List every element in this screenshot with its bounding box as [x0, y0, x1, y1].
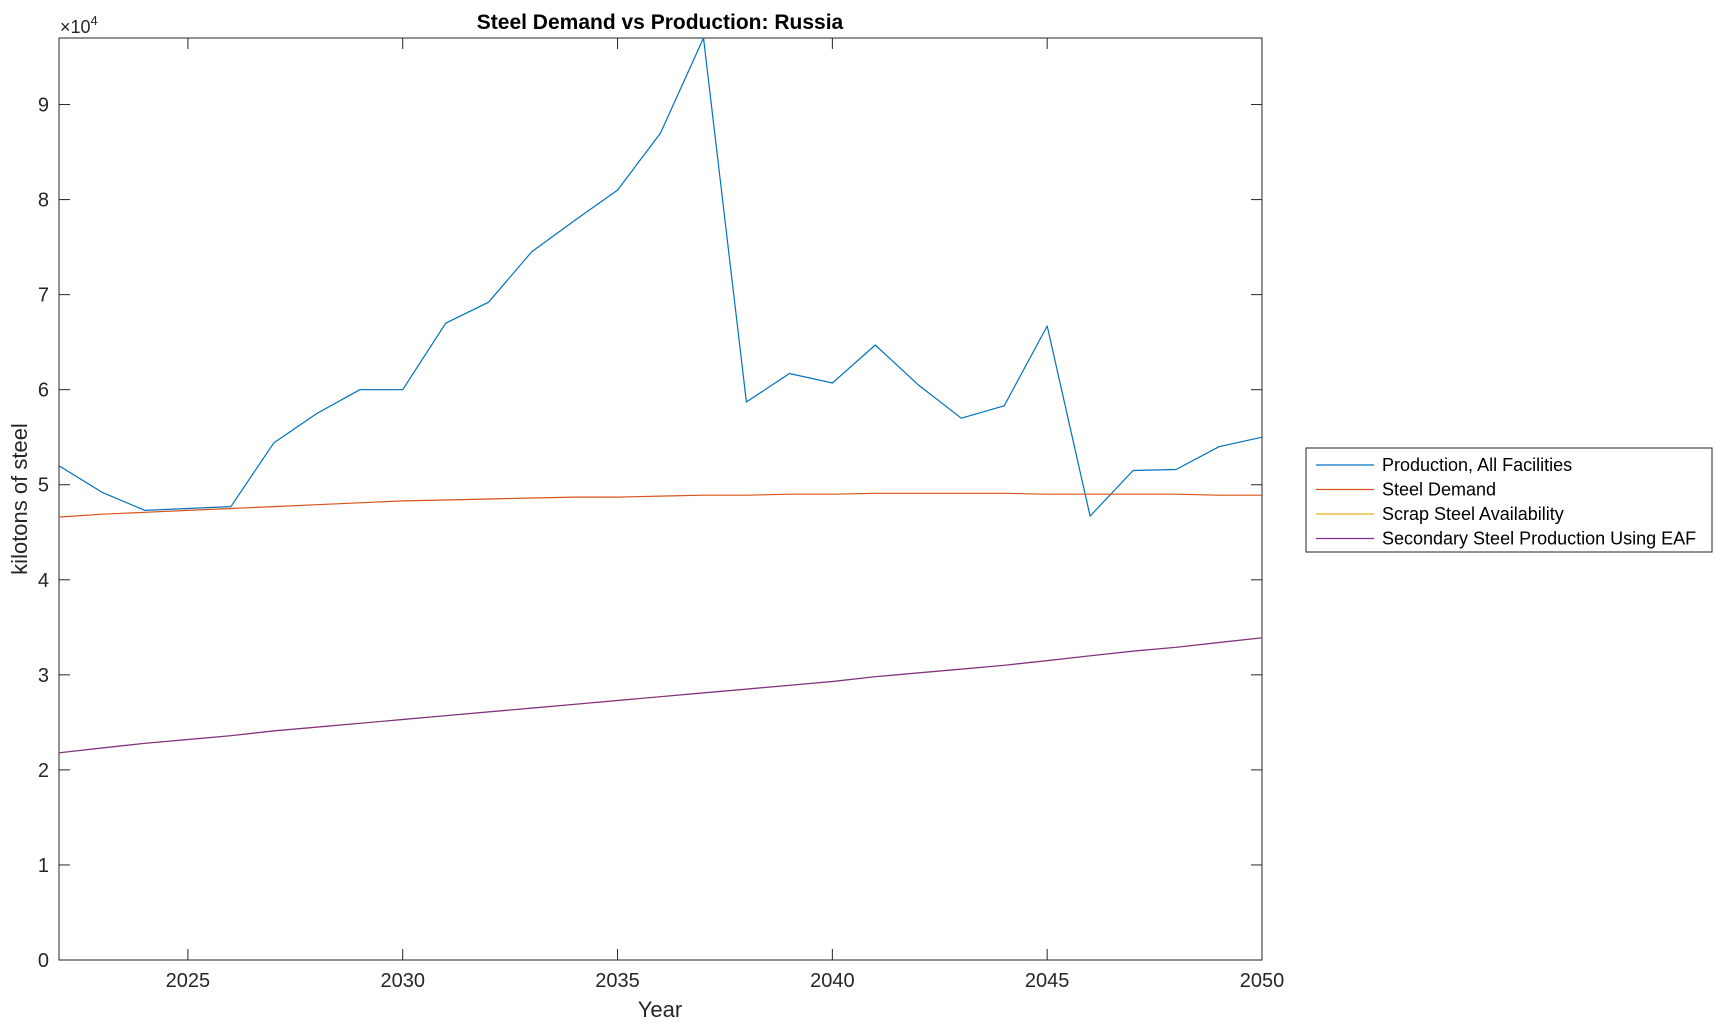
series-line-3 [58, 637, 1263, 754]
y-tick-label: 0 [38, 950, 49, 972]
x-tick-label: 2050 [1240, 970, 1285, 992]
y-tick-label: 3 [38, 665, 49, 687]
series-line-1 [58, 492, 1262, 518]
plot-area [58, 37, 1263, 961]
y-exponent-base: ×10 [60, 17, 91, 37]
y-tick-label: 5 [38, 475, 49, 497]
y-exponent-label: ×104 [60, 13, 98, 37]
series-lines [58, 37, 1263, 754]
x-tick-label: 2025 [166, 970, 211, 992]
x-tick-label: 2045 [1025, 970, 1070, 992]
legend-label: Scrap Steel Availability [1382, 504, 1564, 524]
x-axis: 2025 2030 2035 2040 2045 2050 [166, 38, 1285, 992]
y-axis: 0 1 2 3 4 5 6 7 8 9 [38, 95, 1262, 972]
y-tick-label: 4 [38, 570, 49, 592]
series-line-0 [58, 37, 1263, 517]
x-axis-label: Year [638, 997, 682, 1022]
legend-label: Secondary Steel Production Using EAF [1382, 529, 1696, 549]
y-tick-label: 9 [38, 95, 49, 117]
y-axis-label: kilotons of steel [7, 423, 32, 575]
y-tick-label: 2 [38, 760, 49, 782]
y-tick-label: 1 [38, 855, 49, 877]
chart-title: Steel Demand vs Production: Russia [477, 11, 844, 34]
x-tick-label: 2040 [810, 970, 855, 992]
y-tick-label: 6 [38, 380, 49, 402]
x-tick-label: 2030 [380, 970, 425, 992]
legend-label: Production, All Facilities [1382, 455, 1572, 475]
legend-entries: Production, All Facilities Steel Demand Sc… [1316, 455, 1696, 549]
legend: Production, All Facilities Steel Demand Sc… [1305, 447, 1713, 553]
x-tick-label: 2035 [595, 970, 640, 992]
y-tick-label: 8 [38, 190, 49, 212]
legend-label: Steel Demand [1382, 480, 1496, 500]
y-exponent-power: 4 [91, 13, 98, 28]
y-tick-label: 7 [38, 285, 49, 307]
